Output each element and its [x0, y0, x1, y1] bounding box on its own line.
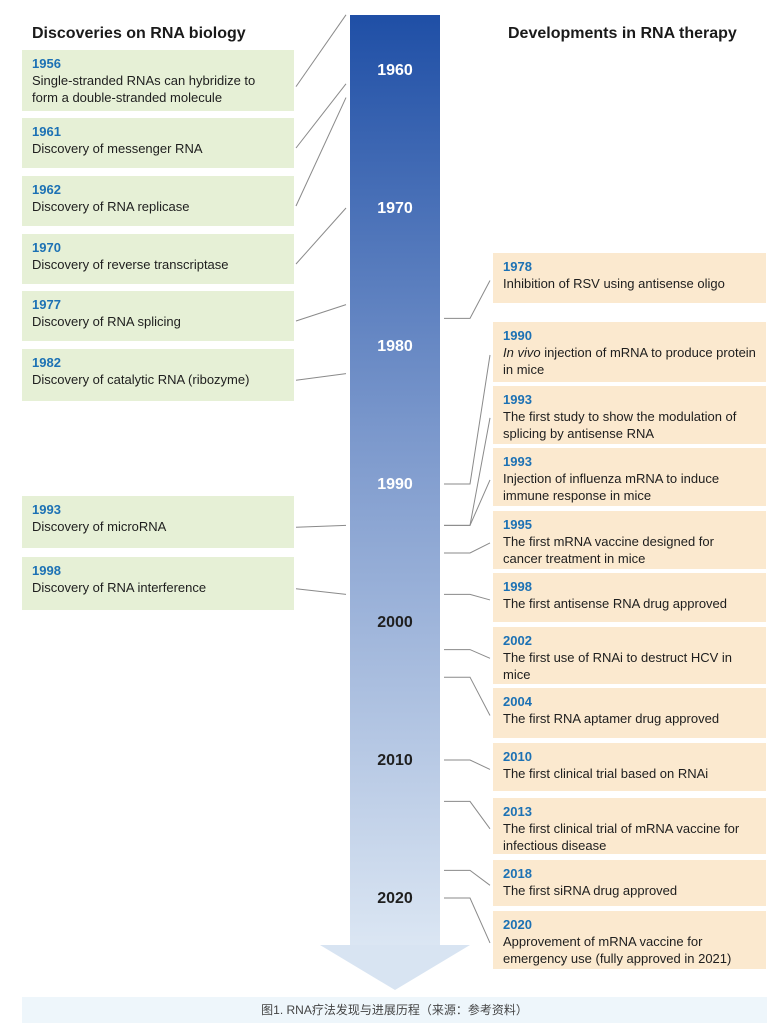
connector-line [444, 479, 491, 526]
event-year: 1995 [503, 517, 532, 532]
connector-line [444, 354, 491, 485]
right-column-heading: Developments in RNA therapy [508, 25, 737, 42]
decade-label: 1960 [377, 62, 413, 79]
event-text-italic: In vivo [503, 345, 541, 360]
right-event-card: 2018 The first siRNA drug approved [493, 860, 766, 906]
event-text: The first RNA aptamer drug approved [503, 711, 720, 726]
event-year: 1962 [32, 182, 61, 197]
left-event-card: 1962 Discovery of RNA replicase [22, 176, 294, 226]
right-event-card: 1990 In vivo injection of mRNA to produc… [493, 322, 766, 382]
connector-line [444, 542, 491, 554]
left-event-card: 1993 Discovery of microRNA [22, 496, 294, 548]
connector-line [444, 417, 491, 526]
event-year: 1993 [503, 454, 532, 469]
connector-lines [295, 14, 491, 944]
event-year: 1977 [32, 297, 61, 312]
event-year: 2013 [503, 804, 532, 819]
event-text: Discovery of RNA splicing [32, 314, 181, 329]
left-event-card: 1970 Discovery of reverse transcriptase [22, 234, 294, 284]
decade-label: 2010 [377, 752, 413, 769]
left-event-card: 1982 Discovery of catalytic RNA (ribozym… [22, 349, 294, 401]
left-event-card: 1956 Single-stranded RNAs can hybridize … [22, 50, 294, 111]
event-text: Single-stranded RNAs can hybridize to fo… [32, 73, 256, 105]
right-event-card: 1998 The first antisense RNA drug approv… [493, 573, 766, 622]
right-event-card: 2002 The first use of RNAi to destruct H… [493, 627, 766, 684]
connector-line [295, 83, 347, 149]
figure-caption: 图1. RNA疗法发现与进展历程（来源：参考资料） [261, 1003, 528, 1017]
connector-line [295, 97, 347, 207]
connector-line [295, 207, 347, 265]
connector-line [444, 280, 491, 319]
caption-strip: 图1. RNA疗法发现与进展历程（来源：参考资料） [22, 997, 767, 1023]
connector-line [295, 524, 347, 528]
right-event-card: 2004 The first RNA aptamer drug approved [493, 688, 766, 738]
event-text: Approvement of mRNA vaccine for emergenc… [503, 934, 732, 966]
event-text: Injection of influenza mRNA to induce im… [503, 471, 720, 503]
event-text: Discovery of microRNA [32, 519, 167, 534]
event-text: The first clinical trial based on RNAi [503, 766, 709, 781]
event-text: The first clinical trial of mRNA vaccine… [503, 821, 740, 853]
left-event-card: 1961 Discovery of messenger RNA [22, 118, 294, 168]
decade-label: 2000 [377, 614, 413, 631]
timeline-arrow-head [320, 945, 470, 990]
connector-line [444, 800, 491, 830]
event-year: 1993 [503, 392, 532, 407]
event-text: The first mRNA vaccine designed for canc… [503, 534, 714, 566]
decade-label: 1990 [377, 476, 413, 493]
connector-line [444, 869, 491, 886]
event-year: 2018 [503, 866, 532, 881]
event-text: The first antisense RNA drug approved [503, 596, 728, 611]
connector-line [444, 759, 491, 770]
event-text: In vivo injection of mRNA to produce pro… [503, 344, 756, 378]
connector-line [295, 588, 347, 595]
right-event-card: 2013 The first clinical trial of mRNA va… [493, 798, 766, 854]
event-year: 1990 [503, 328, 532, 343]
right-event-card: 2020 Approvement of mRNA vaccine for eme… [493, 911, 766, 969]
left-event-card: 1977 Discovery of RNA splicing [22, 291, 294, 341]
event-year: 1978 [503, 259, 532, 274]
event-year: 1970 [32, 240, 61, 255]
right-event-card: 1993 Injection of influenza mRNA to indu… [493, 448, 766, 506]
connector-line [444, 649, 491, 659]
event-text: The first use of RNAi to destruct HCV in… [503, 650, 733, 682]
event-text-rest: injection of mRNA to produce protein in … [503, 345, 756, 377]
right-event-card: 1995 The first mRNA vaccine designed for… [493, 511, 766, 569]
connector-line [444, 897, 491, 944]
event-year: 1998 [503, 579, 532, 594]
connector-line [444, 676, 491, 716]
event-year: 1998 [32, 563, 61, 578]
right-event-card: 1993 The first study to show the modulat… [493, 386, 766, 444]
timeline-bar-body [350, 15, 440, 945]
event-year: 1993 [32, 502, 61, 517]
event-year: 2002 [503, 633, 532, 648]
timeline-bar [320, 15, 470, 990]
right-event-card: 2010 The first clinical trial based on R… [493, 743, 766, 791]
event-text: Discovery of reverse transcriptase [32, 257, 229, 272]
connector-line [295, 373, 347, 381]
connector-line [444, 593, 491, 601]
decade-label: 2020 [377, 890, 413, 907]
decade-label: 1970 [377, 200, 413, 217]
event-year: 1956 [32, 56, 61, 71]
event-year: 1961 [32, 124, 61, 139]
event-text: Discovery of RNA replicase [32, 199, 190, 214]
event-text: Discovery of RNA interference [32, 580, 207, 595]
connector-line [295, 304, 347, 322]
event-text: Inhibition of RSV using antisense oligo [503, 276, 725, 291]
event-text: Discovery of catalytic RNA (ribozyme) [32, 372, 250, 387]
event-year: 2004 [503, 694, 532, 709]
event-text: Discovery of messenger RNA [32, 141, 203, 156]
event-year: 2020 [503, 917, 532, 932]
event-year: 2010 [503, 749, 532, 764]
event-text: The first siRNA drug approved [503, 883, 678, 898]
left-column-heading: Discoveries on RNA biology [32, 25, 246, 42]
left-event-card: 1998 Discovery of RNA interference [22, 557, 294, 610]
event-text: The first study to show the modulation o… [503, 409, 737, 441]
event-year: 1982 [32, 355, 61, 370]
connector-line [295, 14, 347, 87]
right-event-card: 1978 Inhibition of RSV using antisense o… [493, 253, 766, 303]
decade-label: 1980 [377, 338, 413, 355]
